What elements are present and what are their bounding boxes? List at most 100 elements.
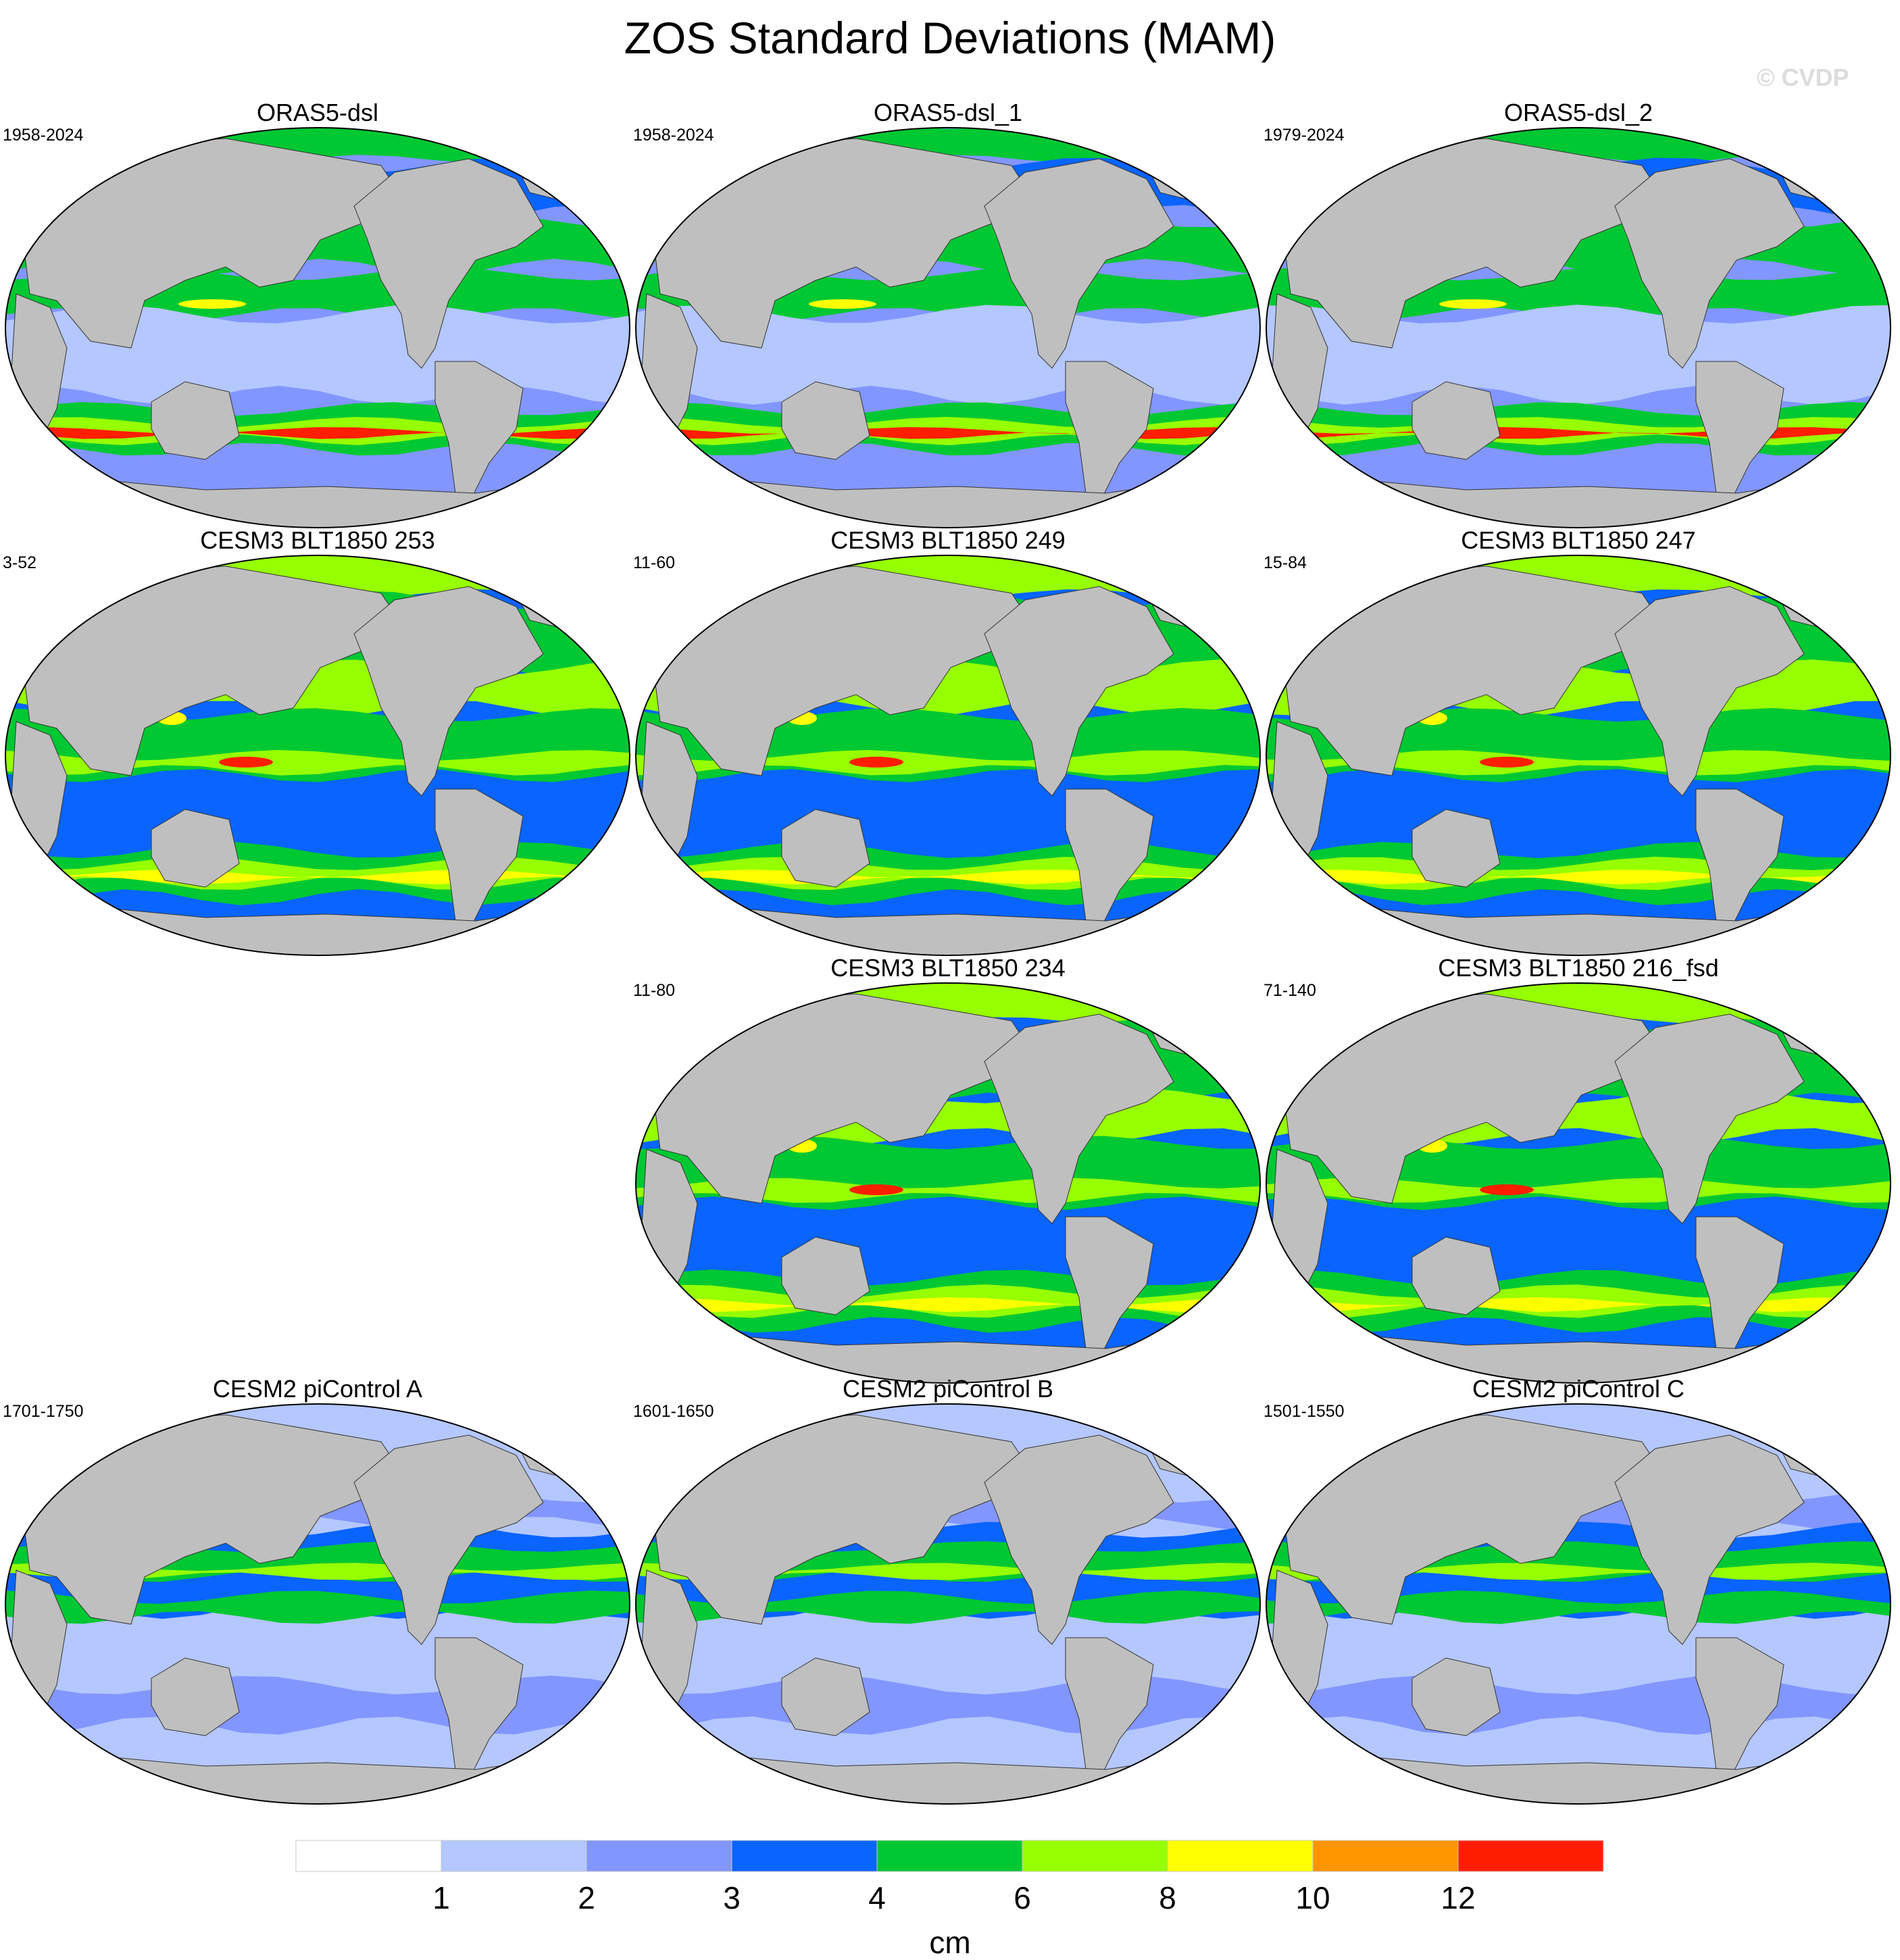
north-america-land (1614, 158, 1805, 369)
colorbar-box (586, 1840, 732, 1872)
panel-period: 1601-1650 (633, 1402, 714, 1421)
map-outline (5, 127, 630, 528)
south-america-land (1695, 361, 1784, 504)
south-america-land (1695, 1216, 1784, 1359)
south-america-land (434, 361, 524, 504)
panel-period: 1979-2024 (1264, 126, 1345, 145)
panel-period: 3-52 (3, 553, 37, 572)
panel-period: 1701-1750 (3, 1402, 84, 1421)
map-panel: CESM2 piControl B 1601-1650 (633, 1374, 1263, 1807)
colorbar-box (295, 1840, 442, 1872)
panel-title: CESM3 BLT1850 253 (200, 526, 435, 554)
map-panel: CESM3 BLT1850 253 3-52 (3, 526, 632, 958)
world-map (1266, 127, 1891, 528)
map-panel: CESM3 BLT1850 247 15-84 (1264, 526, 1893, 958)
panel-period: 1958-2024 (3, 126, 84, 145)
world-map (1266, 982, 1891, 1384)
panel-period: 15-84 (1264, 553, 1307, 572)
panel-title: CESM3 BLT1850 234 (830, 954, 1066, 982)
map-outline (1266, 127, 1891, 528)
ocean-shading (636, 1178, 1260, 1203)
north-america-land (353, 1434, 544, 1645)
world-map (1266, 1403, 1891, 1805)
ocean-shading (178, 299, 246, 309)
colorbar-box (1457, 1840, 1604, 1872)
world-map (635, 1403, 1261, 1805)
australia-land (1411, 809, 1501, 888)
north-america-land (1614, 1013, 1805, 1224)
colorbar-label: 4 (868, 1880, 886, 1915)
panel-period: 1501-1550 (1264, 1402, 1345, 1421)
australia-land (1411, 1657, 1501, 1736)
australia-land (781, 809, 870, 888)
panel-period: 71-140 (1264, 981, 1316, 1000)
world-map (635, 127, 1261, 528)
north-america-land (984, 1434, 1174, 1645)
map-panel: ORAS5-dsl 1958-2024 (3, 98, 632, 530)
map-outline (1266, 982, 1891, 1384)
australia-land (781, 1657, 870, 1736)
colorbar-box (876, 1840, 1023, 1872)
ocean-shading (5, 750, 630, 776)
ocean-shading (1480, 1184, 1534, 1195)
map-outline (1266, 555, 1891, 956)
colorbar-label: 8 (1159, 1880, 1176, 1915)
ocean-shading (5, 1590, 630, 1624)
watermark: © CVDP (1757, 64, 1849, 91)
ocean-shading (849, 1184, 903, 1195)
map-panel: CESM3 BLT1850 234 11-80 (633, 953, 1263, 1386)
map-outline (1266, 1403, 1891, 1805)
map-panel: CESM3 BLT1850 216_fsd 71-140 (1264, 953, 1893, 1386)
south-america-land (1695, 1637, 1784, 1780)
ocean-shading (809, 299, 876, 309)
colorbar-label: 12 (1441, 1880, 1475, 1915)
colorbar-label: 3 (723, 1880, 741, 1915)
ocean-shading (849, 757, 903, 768)
ocean-shading (1266, 1563, 1891, 1580)
ocean-shading (219, 757, 273, 768)
panel-title: CESM3 BLT1850 249 (830, 526, 1066, 554)
panel-title: CESM2 piControl A (212, 1375, 423, 1403)
panel-title: CESM3 BLT1850 247 (1461, 526, 1696, 554)
map-outline (5, 555, 630, 956)
north-america-land (984, 158, 1174, 369)
panel-period: 11-80 (633, 981, 676, 1000)
panel-title: CESM3 BLT1850 216_fsd (1438, 954, 1719, 982)
panel-title: CESM2 piControl B (842, 1375, 1054, 1403)
south-america-land (434, 1637, 524, 1780)
south-america-land (434, 788, 524, 932)
south-america-land (1065, 1637, 1154, 1780)
australia-land (781, 1236, 870, 1315)
colorbar-box (731, 1840, 878, 1872)
map-panel: CESM2 piControl C 1501-1550 (1264, 1374, 1893, 1807)
australia-land (1411, 1236, 1501, 1315)
ocean-shading (1266, 1178, 1891, 1203)
ocean-shading (636, 1297, 1260, 1312)
colorbar-label: 2 (578, 1880, 595, 1915)
panel-period: 11-60 (633, 553, 676, 572)
colorbar-box (441, 1840, 587, 1872)
map-panel: CESM2 piControl A 1701-1750 (3, 1374, 632, 1807)
colorbar-box (1312, 1840, 1459, 1872)
north-america-land (984, 586, 1174, 797)
australia-land (151, 1657, 240, 1736)
ocean-shading (1480, 757, 1534, 768)
north-america-land (1614, 586, 1805, 797)
ocean-shading (1266, 870, 1891, 884)
panel-title: ORAS5-dsl_1 (873, 99, 1023, 126)
ocean-shading (636, 750, 1260, 776)
north-america-land (353, 586, 544, 797)
ocean-shading (1439, 299, 1507, 309)
ocean-shading (5, 1563, 630, 1580)
world-map (5, 1403, 630, 1805)
colorbar-label: 10 (1295, 1880, 1330, 1915)
map-outline (635, 982, 1261, 1384)
australia-land (151, 809, 240, 888)
south-america-land (1695, 788, 1784, 932)
australia-land (1411, 381, 1501, 460)
panel-title: ORAS5-dsl (256, 99, 379, 126)
panel-title: ORAS5-dsl_2 (1503, 99, 1653, 126)
world-map (5, 127, 630, 528)
map-outline (5, 1403, 630, 1805)
map-panel: ORAS5-dsl_1 1958-2024 (633, 98, 1263, 530)
